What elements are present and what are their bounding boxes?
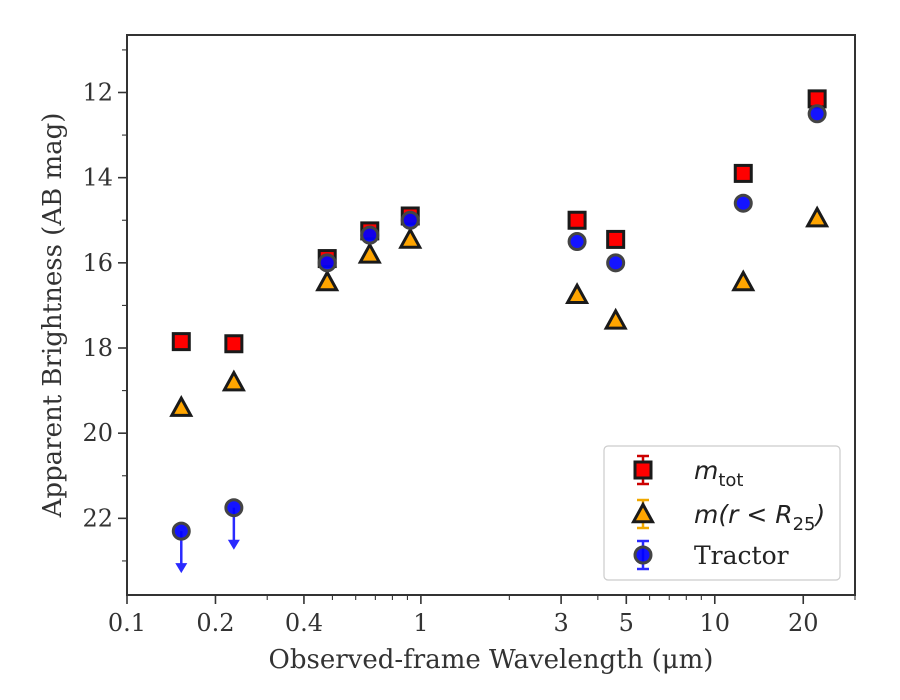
y-tick-label: 14	[82, 164, 113, 192]
series-square	[171, 89, 827, 354]
series-circle	[171, 104, 827, 574]
data-point-circle	[171, 521, 191, 541]
x-tick-label: 0.2	[196, 609, 234, 637]
x-tick-label: 3	[553, 609, 568, 637]
y-tick-label: 12	[82, 78, 113, 106]
data-point-square	[567, 210, 587, 230]
y-tick-label: 22	[82, 504, 113, 532]
data-point-triangle	[603, 307, 628, 330]
x-tick-label: 20	[788, 609, 819, 637]
data-point-triangle	[221, 369, 246, 392]
data-point-triangle	[357, 241, 382, 264]
x-tick-label: 5	[619, 609, 634, 637]
x-tick-label: 0.4	[285, 609, 323, 637]
legend-marker-square	[633, 460, 653, 480]
series-triangle	[169, 205, 830, 417]
data-point-square	[171, 332, 191, 352]
legend-label: Tractor	[694, 541, 789, 570]
legend: mtot m(r < R25) Tractor	[603, 445, 841, 581]
y-tick-label: 16	[82, 249, 113, 277]
y-axis-label: Apparent Brightness (AB mag)	[38, 113, 68, 519]
upper-limit-arrow-head	[227, 539, 240, 550]
data-points	[169, 89, 830, 574]
data-point-circle	[807, 104, 827, 124]
ticks: 0.1 0.2 0.4 1 3 5 10 20 12 14 16 18 20 22	[82, 49, 856, 637]
data-point-circle	[400, 210, 420, 230]
data-point-circle	[733, 193, 753, 213]
x-tick-label: 10	[700, 609, 731, 637]
data-point-triangle	[731, 269, 756, 292]
legend-frame	[603, 445, 841, 581]
data-point-triangle	[169, 395, 194, 417]
data-point-triangle	[805, 205, 830, 228]
data-point-triangle	[315, 269, 340, 292]
x-axis-label: Observed-frame Wavelength (μm)	[269, 645, 714, 675]
legend-marker-triangle	[630, 501, 656, 524]
data-point-square	[224, 334, 244, 354]
data-point-circle	[360, 225, 380, 245]
plot-frame	[126, 34, 856, 596]
upper-limit-arrow-head	[175, 563, 188, 574]
data-point-square	[733, 163, 753, 183]
data-point-triangle	[398, 226, 423, 249]
data-point-circle	[567, 232, 587, 252]
legend-label: mtot	[694, 456, 744, 491]
legend-label: m(r < R25)	[694, 500, 825, 535]
x-tick-label: 1	[413, 609, 428, 637]
y-tick-label: 18	[82, 334, 113, 362]
axes	[126, 34, 856, 596]
legend-marker-circle	[633, 545, 653, 565]
x-tick-label: 0.1	[108, 609, 146, 637]
data-point-circle	[224, 498, 244, 518]
data-point-triangle	[565, 282, 590, 305]
data-point-square	[606, 229, 626, 249]
data-point-circle	[317, 253, 337, 273]
data-point-circle	[606, 253, 626, 273]
y-tick-label: 20	[82, 419, 113, 447]
